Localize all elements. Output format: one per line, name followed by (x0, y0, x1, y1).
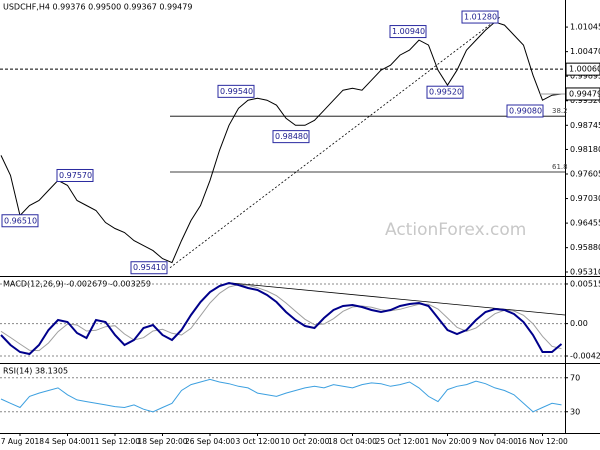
pivot-box (506, 104, 544, 118)
y-tick-label: 0.98180 (570, 145, 600, 154)
plot-background (0, 0, 565, 433)
pivot-box (389, 25, 427, 39)
pivot-label: 1.01280 (464, 13, 497, 22)
pivot-box (426, 85, 464, 99)
y-tick-label: 0.97030 (570, 194, 600, 203)
pivot-label: 0.99520 (429, 88, 462, 97)
y-tick-label: 0.98745 (570, 121, 600, 130)
x-tick-label: 27 Aug 2018 (0, 437, 44, 446)
x-tick-label: 18 Oct 04:00 (328, 437, 377, 446)
y-tick-label: -0.004209 (570, 351, 600, 360)
series-line (0, 21, 562, 264)
price-box (565, 62, 600, 76)
last-price-label: 0.99479 (569, 89, 600, 98)
y-tick-label: 30 (570, 407, 580, 416)
x-tick-label: 26 Sep 04:00 (185, 437, 235, 446)
x-tick-label: 1 Nov 20:00 (425, 437, 471, 446)
x-tick-label: 11 Sep 12:00 (90, 437, 140, 446)
series-line (0, 378, 562, 413)
y-tick-label: 0.97605 (570, 169, 600, 178)
pivot-box (217, 84, 255, 98)
pivot-label: 0.97570 (59, 171, 92, 180)
y-tick-label: 0.95310 (570, 268, 600, 277)
pivot-label: 0.98480 (275, 132, 308, 141)
fib-label: 38.2 (552, 107, 568, 115)
x-tick-label: 16 Nov 12:00 (517, 437, 568, 446)
x-tick-label: 3 Oct 12:00 (235, 437, 279, 446)
y-tick-label: 1.01045 (570, 23, 600, 32)
pivot-box (272, 130, 310, 144)
pivot-box (461, 10, 499, 24)
y-tick-label: 0.99320 (570, 96, 600, 105)
y-tick-label: 0.95880 (570, 243, 600, 252)
watermark: ActionForex.com (385, 220, 526, 240)
annotations: 0.96510 0.97570 0.95410 0.99540 0.98480 1.009… (1, 10, 544, 275)
trend-line (169, 16, 501, 269)
pivot-label: 0.99080 (509, 106, 542, 115)
y-tick-label: 70 (570, 373, 580, 382)
y-tick-label: 0.96455 (570, 219, 600, 228)
price-box-label: 1.00060 (569, 65, 600, 74)
pivot-label: 1.00940 (392, 27, 425, 36)
fib-label: 61.8 (552, 163, 568, 171)
chart-title: USDCHF,H4 0.99376 0.99500 0.99367 0.9947… (3, 3, 192, 12)
y-tick-label: 0.00 (570, 319, 588, 328)
series-line (0, 281, 563, 356)
x-tick-label: 18 Sep 20:00 (137, 437, 187, 446)
x-tick-label: 4 Sep 04:00 (45, 437, 91, 446)
pivot-label: 0.96510 (4, 216, 37, 225)
pivot-label: 0.95410 (133, 263, 166, 272)
pivot-box (130, 261, 168, 275)
x-tick-label: 9 Nov 04:00 (472, 437, 518, 446)
pivot-box (1, 214, 39, 228)
y-tick-label: 0.99895 (570, 72, 600, 81)
y-tick-label: 1.00470 (570, 47, 600, 56)
series-line (0, 284, 562, 352)
y-tick-label: 0.005154 (570, 279, 600, 288)
pivot-box (56, 168, 94, 182)
trend-line (229, 282, 566, 316)
last-price-box (565, 87, 600, 101)
rsi-title: RSI(14) 38.1305 (3, 367, 68, 376)
x-tick-label: 25 Oct 12:00 (376, 437, 425, 446)
x-tick-label: 10 Oct 20:00 (281, 437, 330, 446)
pivot-label: 0.99540 (220, 87, 253, 96)
